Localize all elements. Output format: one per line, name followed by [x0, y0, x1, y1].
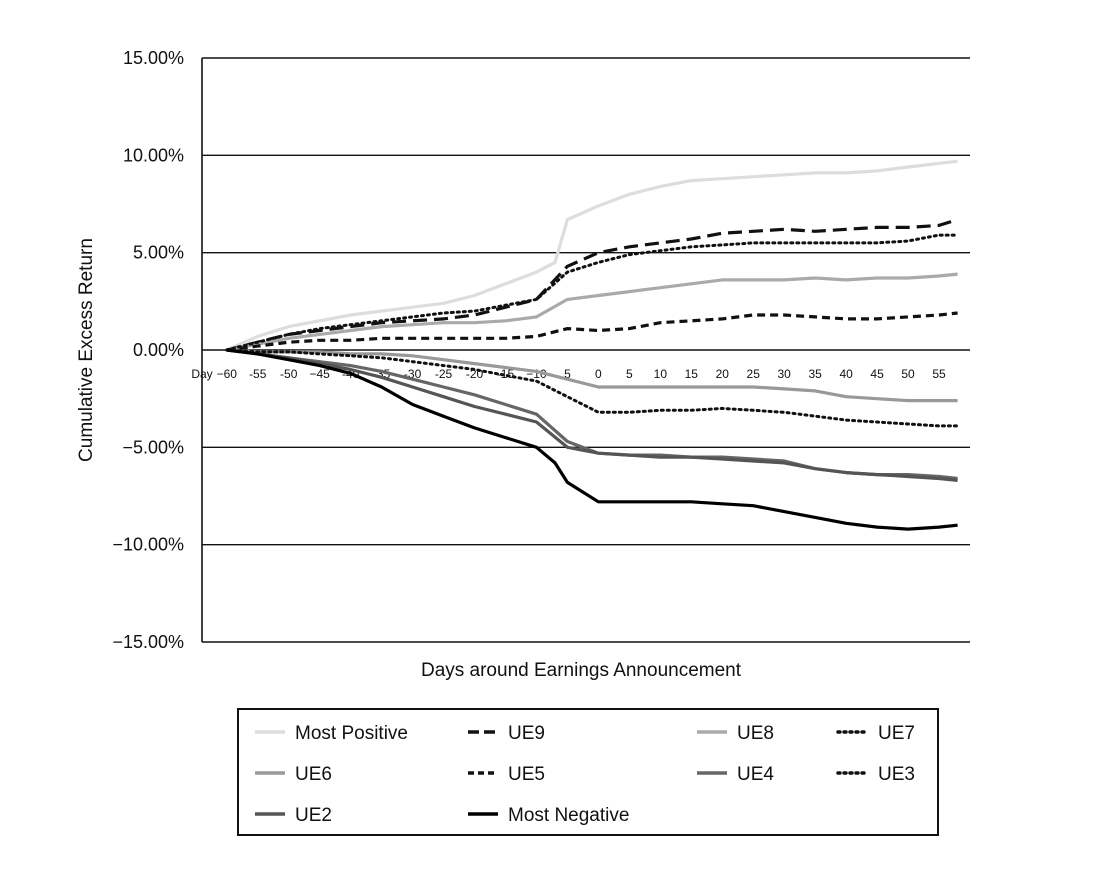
- x-tick-label: −60: [217, 367, 238, 381]
- x-axis-title: Days around Earnings Announcement: [421, 660, 742, 681]
- x-tick-label: Day: [191, 367, 212, 381]
- y-tick-label: 5.00%: [133, 243, 184, 263]
- x-tick-label: -25: [435, 367, 453, 381]
- y-tick-label: 15.00%: [123, 48, 184, 68]
- x-tick-labels: Day −60 -55 -50 −45 -40 -35 -30 -25 -20 -15 −10 5 0 5 1…: [191, 367, 946, 381]
- series-line-ue9: [226, 218, 959, 352]
- x-tick-label: 45: [870, 367, 884, 381]
- series-line-ue5: [226, 311, 958, 352]
- series-line-ue3: [225, 348, 960, 428]
- y-tick-label: 10.00%: [123, 145, 184, 165]
- legend-label: UE5: [508, 764, 545, 785]
- series-line-ue2: [226, 348, 958, 482]
- y-tick-label: −10.00%: [112, 535, 184, 555]
- y-tick-label: −5.00%: [122, 437, 184, 457]
- x-tick-label: 0: [595, 367, 602, 381]
- y-tick-label: −15.00%: [112, 632, 184, 652]
- legend-label: Most Positive: [295, 723, 408, 744]
- x-tick-label: −45: [309, 367, 330, 381]
- x-tick-label: 5: [626, 367, 633, 381]
- series-lines: [225, 159, 960, 531]
- x-tick-label: -15: [497, 367, 515, 381]
- series-line-most-negative: [226, 348, 958, 531]
- legend-label: UE3: [878, 764, 915, 785]
- x-tick-label: -55: [249, 367, 267, 381]
- x-tick-label: -50: [280, 367, 298, 381]
- y-tick-label: 0.00%: [133, 340, 184, 360]
- series-line-most-positive: [226, 159, 958, 352]
- legend-items: Most Positive UE9 UE8 UE7 UE6 UE5 UE4 UE3 UE2 Mos…: [255, 723, 915, 826]
- x-tick-label: 5: [564, 367, 571, 381]
- legend: Most Positive UE9 UE8 UE7 UE6 UE5 UE4 UE3 UE2 Mos…: [237, 708, 939, 836]
- gridlines: [202, 57, 970, 643]
- x-tick-label: 10: [654, 367, 668, 381]
- x-tick-label: 55: [932, 367, 946, 381]
- legend-label: UE7: [878, 723, 915, 744]
- legend-box: [237, 708, 939, 836]
- legend-label: UE4: [737, 764, 774, 785]
- x-tick-label: 30: [778, 367, 792, 381]
- x-tick-label: 40: [839, 367, 853, 381]
- x-tick-label: 50: [901, 367, 915, 381]
- legend-label: UE6: [295, 764, 332, 785]
- y-tick-labels: 15.00% 10.00% 5.00% 0.00% −5.00% −10.00% −15.0…: [112, 48, 184, 652]
- legend-label: Most Negative: [508, 805, 629, 826]
- x-tick-label: 25: [747, 367, 761, 381]
- legend-label: UE9: [508, 723, 545, 744]
- legend-label: UE2: [295, 805, 332, 826]
- x-tick-label: 20: [716, 367, 730, 381]
- series-line-ue7: [225, 233, 960, 352]
- series-line-ue6: [226, 348, 958, 403]
- x-tick-label: 35: [808, 367, 822, 381]
- series-line-ue8: [226, 272, 958, 352]
- x-tick-label: 15: [685, 367, 699, 381]
- legend-label: UE8: [737, 723, 774, 744]
- y-axis-title: Cumulative Excess Return: [76, 238, 97, 462]
